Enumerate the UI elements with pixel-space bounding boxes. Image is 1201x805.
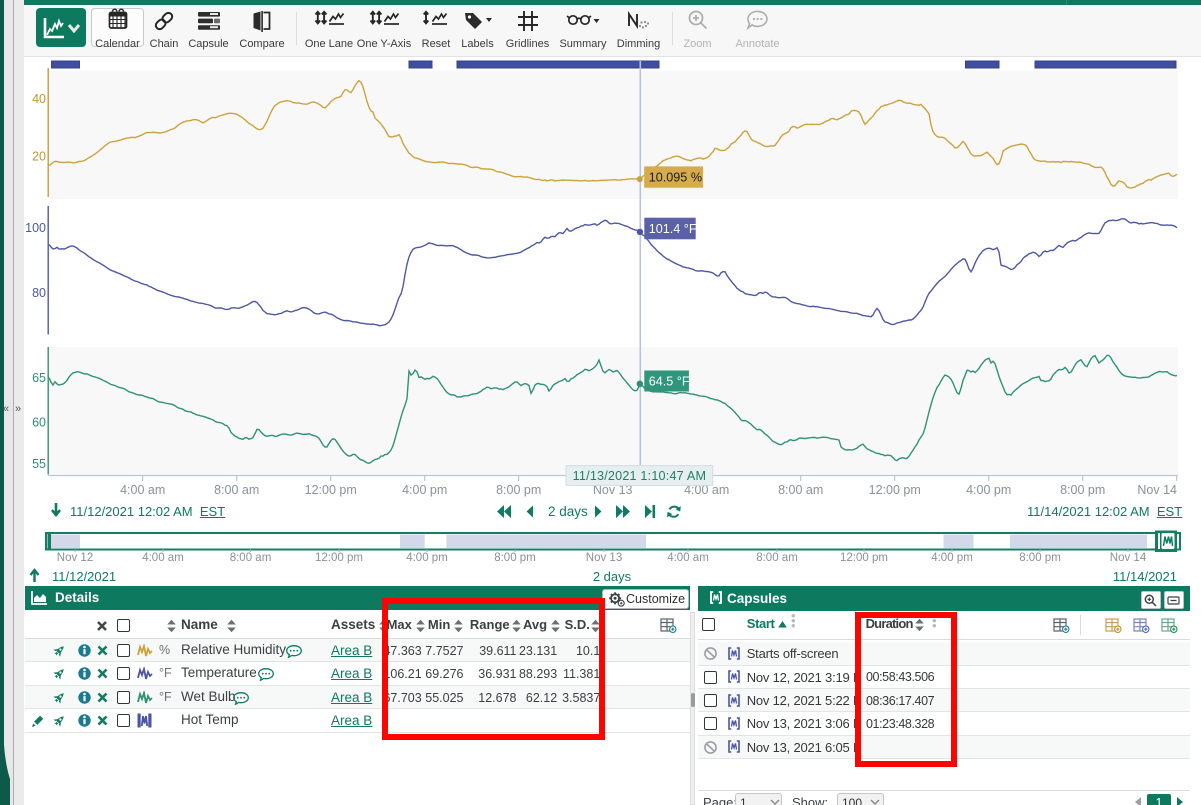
svg-text:8:00 pm: 8:00 pm — [1060, 483, 1105, 497]
svg-text:80: 80 — [32, 286, 46, 300]
svg-text:101.4 °F: 101.4 °F — [649, 222, 697, 236]
svg-text:20: 20 — [32, 150, 46, 164]
svg-text:11/13/2021 1:10:47 AM: 11/13/2021 1:10:47 AM — [573, 469, 707, 483]
svg-text:12:00 pm: 12:00 pm — [305, 483, 357, 497]
svg-text:40: 40 — [32, 92, 46, 106]
svg-text:8:00 pm: 8:00 pm — [496, 483, 541, 497]
svg-text:4:00 pm: 4:00 pm — [402, 483, 447, 497]
svg-text:12:00 pm: 12:00 pm — [869, 483, 921, 497]
svg-text:8:00 am: 8:00 am — [778, 483, 823, 497]
svg-text:4:00 pm: 4:00 pm — [966, 483, 1011, 497]
svg-text:100: 100 — [25, 221, 46, 235]
svg-text:10.095 %: 10.095 % — [649, 170, 702, 184]
svg-text:65: 65 — [32, 371, 46, 385]
svg-text:60: 60 — [32, 416, 46, 430]
svg-text:55: 55 — [32, 457, 46, 471]
svg-text:Nov 13: Nov 13 — [593, 483, 633, 497]
svg-text:4:00 am: 4:00 am — [120, 483, 165, 497]
svg-text:4:00 am: 4:00 am — [684, 483, 729, 497]
svg-text:2 days: 2 days — [548, 504, 588, 519]
svg-text:Nov 14: Nov 14 — [1137, 483, 1177, 497]
svg-text:64.5 °F: 64.5 °F — [649, 374, 690, 388]
svg-text:8:00 am: 8:00 am — [214, 483, 259, 497]
